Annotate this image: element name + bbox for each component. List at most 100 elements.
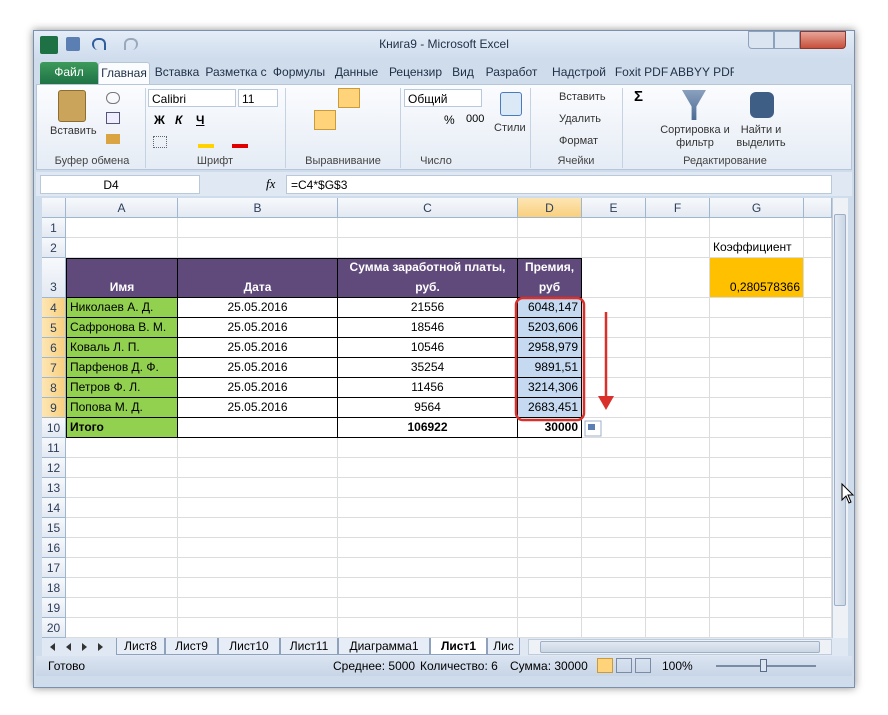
row-header[interactable]: 17 [42,558,66,578]
align-center-button[interactable] [314,110,336,130]
delete-button[interactable]: Удалить [559,113,601,125]
cell[interactable] [582,518,646,538]
cell[interactable] [710,578,804,598]
cell[interactable] [710,498,804,518]
paste-icon[interactable] [58,90,86,122]
cell[interactable] [178,218,338,238]
row-header[interactable]: 9 [42,398,66,418]
column-header[interactable]: B [178,198,338,218]
cell[interactable]: 25.05.2016 [178,298,338,318]
cell[interactable]: 25.05.2016 [178,338,338,358]
cell[interactable]: Премия, руб [518,258,582,298]
font-name-box[interactable]: Calibri [148,89,236,107]
cell[interactable] [710,518,804,538]
cell[interactable] [66,578,178,598]
cell[interactable] [582,318,646,338]
cell[interactable] [178,238,338,258]
cell[interactable] [518,458,582,478]
insert-button[interactable]: Вставить [559,91,606,103]
cell[interactable] [582,618,646,638]
cell[interactable] [338,238,518,258]
thousands-button[interactable]: 000 [466,113,485,125]
cell[interactable] [518,518,582,538]
close-button[interactable] [800,31,846,49]
borders-icon[interactable] [153,136,167,148]
cell[interactable] [338,578,518,598]
cell[interactable] [518,498,582,518]
cell[interactable]: Сафронова В. М. [66,318,178,338]
cell[interactable]: 25.05.2016 [178,378,338,398]
nav-first[interactable] [50,643,55,651]
cell[interactable] [178,618,338,638]
cell[interactable] [646,538,710,558]
paste-button[interactable]: Вставить [50,125,97,137]
cell[interactable] [804,498,832,518]
page-break-button[interactable] [635,658,651,673]
nav-last[interactable] [98,643,103,651]
cell[interactable] [646,478,710,498]
cell[interactable] [178,458,338,478]
cell[interactable] [66,238,178,258]
name-box[interactable]: D4 [40,175,200,194]
cell[interactable]: 18546 [338,318,518,338]
styles-icon[interactable] [500,92,522,116]
ribbon-tab[interactable]: Вид [452,65,474,79]
cell[interactable] [338,598,518,618]
find-icon[interactable] [750,92,774,118]
cell[interactable]: Коваль Л. П. [66,338,178,358]
column-header[interactable]: F [646,198,710,218]
cell[interactable] [804,398,832,418]
cell[interactable] [518,538,582,558]
cell[interactable] [710,398,804,418]
percent-button[interactable]: % [444,113,455,127]
cell[interactable] [646,578,710,598]
cell[interactable] [582,298,646,318]
ribbon-tab[interactable]: Данные [334,65,379,79]
cell[interactable]: 3214,306 [518,378,582,398]
cell[interactable] [66,458,178,478]
cell[interactable] [804,218,832,238]
row-header[interactable]: 4 [42,298,66,318]
sheet-tab[interactable]: Лист11 [280,638,338,655]
cell[interactable] [804,478,832,498]
cell[interactable] [710,538,804,558]
cell[interactable] [582,598,646,618]
row-header[interactable]: 8 [42,378,66,398]
cell[interactable] [646,338,710,358]
corner[interactable] [42,198,66,218]
ribbon-tab[interactable]: Вставка [154,65,200,79]
cell[interactable]: 6048,147 [518,298,582,318]
cell[interactable]: 0,280578366 [710,258,804,298]
row-header[interactable]: 3 [42,258,66,298]
cell[interactable] [518,218,582,238]
format-painter-icon[interactable] [106,134,120,144]
column-header[interactable]: C [338,198,518,218]
cell[interactable]: Итого [66,418,178,438]
ribbon-tab[interactable]: Разработ [485,65,538,79]
row-header[interactable]: 15 [42,518,66,538]
cell[interactable]: Сумма заработной платы, руб. [338,258,518,298]
cell[interactable] [66,218,178,238]
cell[interactable] [710,318,804,338]
cell[interactable] [518,478,582,498]
cell[interactable] [178,598,338,618]
cell[interactable] [338,218,518,238]
cell[interactable] [66,498,178,518]
cell[interactable] [66,438,178,458]
row-header[interactable]: 16 [42,538,66,558]
cell[interactable] [582,458,646,478]
cell[interactable] [518,618,582,638]
cell[interactable] [804,458,832,478]
scroll-thumb[interactable] [834,214,846,606]
zoom-level[interactable]: 100% [662,659,693,673]
normal-view-button[interactable] [597,658,613,673]
app-icon[interactable] [40,36,58,54]
cell[interactable] [804,258,832,298]
cell[interactable] [804,578,832,598]
cell[interactable] [804,558,832,578]
cell[interactable] [178,558,338,578]
cell[interactable]: 5203,606 [518,318,582,338]
cell[interactable]: 35254 [338,358,518,378]
cell[interactable]: 2958,979 [518,338,582,358]
cell[interactable] [646,498,710,518]
